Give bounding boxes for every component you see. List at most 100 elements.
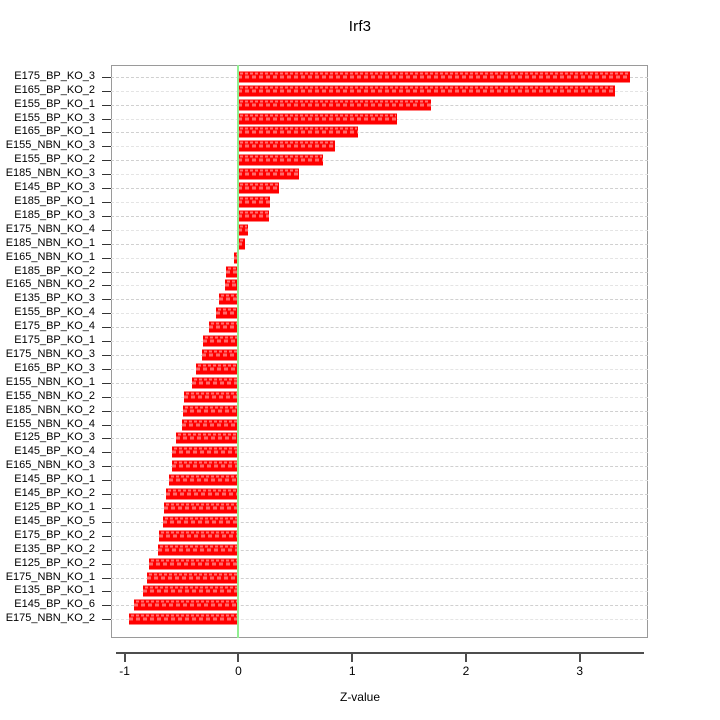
y-axis-tick — [102, 549, 111, 551]
gridline — [111, 368, 648, 370]
y-axis-tick — [102, 354, 111, 356]
y-axis-tick — [102, 521, 111, 523]
y-axis-tick — [102, 396, 111, 398]
y-axis-tick-label: E125_BP_KO_1 — [14, 501, 95, 513]
bar-row — [111, 376, 648, 390]
bar-row — [111, 487, 648, 501]
y-axis-tick — [102, 229, 111, 231]
y-axis-tick — [102, 160, 111, 162]
bar-row — [111, 529, 648, 543]
bar-row — [111, 543, 648, 557]
y-axis-tick-label: E165_NBN_KO_1 — [5, 250, 95, 263]
bar-row — [111, 181, 648, 195]
y-axis-tick — [102, 188, 111, 190]
y-axis-tick-label: E135_BP_KO_3 — [14, 292, 95, 305]
y-axis-tick — [102, 410, 111, 412]
y-axis-tick — [102, 243, 111, 245]
y-axis-tick-label: E155_BP_KO_1 — [14, 97, 95, 110]
bar-row — [111, 571, 648, 585]
bar — [175, 432, 239, 444]
bar-row — [111, 292, 648, 306]
y-axis-tick-label: E165_NBN_KO_2 — [5, 278, 95, 291]
bar — [157, 544, 239, 556]
x-axis-title: Z-value — [339, 690, 380, 704]
bar — [148, 558, 239, 570]
y-axis-tick — [102, 466, 111, 468]
gridline — [111, 619, 648, 621]
gridline — [111, 466, 648, 468]
y-axis-tick-label: E145_BP_KO_5 — [14, 514, 95, 527]
y-axis-tick-label: E175_BP_KO_3 — [14, 69, 95, 82]
bar-row — [111, 209, 648, 223]
gridline — [111, 257, 648, 259]
x-axis-tick-label: -1 — [119, 664, 130, 678]
bar — [181, 419, 239, 430]
gridline — [111, 549, 648, 551]
y-axis-tick-label: E135_BP_KO_1 — [14, 584, 95, 597]
gridline — [111, 299, 648, 301]
y-axis-tick — [102, 132, 111, 134]
bar-row — [111, 459, 648, 473]
bar — [238, 113, 397, 125]
gridline — [111, 577, 648, 579]
bar-row — [111, 612, 648, 626]
bar — [163, 516, 239, 528]
gridline — [111, 271, 648, 273]
bar-row — [111, 223, 648, 237]
y-axis-tick — [102, 104, 111, 106]
y-axis-tick — [102, 507, 111, 509]
y-axis-tick-label: E145_BP_KO_2 — [14, 487, 95, 500]
bar — [224, 279, 239, 291]
bar-row — [111, 278, 648, 292]
bar — [142, 585, 239, 597]
y-axis-tick-label: E175_NBN_KO_4 — [5, 222, 95, 235]
bar-row — [111, 320, 648, 334]
y-axis-tick-label: E185_BP_KO_1 — [14, 195, 95, 208]
y-axis-tick-label: E175_BP_KO_1 — [14, 334, 95, 347]
x-axis-tick-label: 0 — [235, 664, 242, 678]
bar-row — [111, 334, 648, 348]
bar — [191, 377, 239, 389]
gridline — [111, 243, 648, 245]
y-axis-tick — [102, 341, 111, 343]
bar — [233, 252, 239, 264]
y-axis-tick-label: E145_BP_KO_3 — [14, 181, 95, 194]
gridline — [111, 188, 648, 190]
gridline — [111, 160, 648, 162]
x-axis-line — [116, 652, 644, 654]
y-axis-tick-label: E155_NBN_KO_3 — [5, 139, 95, 152]
bar-row — [111, 348, 648, 362]
y-axis-tick — [102, 215, 111, 217]
bar — [238, 85, 615, 97]
bar-row — [111, 125, 648, 139]
y-axis-tick-label: E175_BP_KO_4 — [14, 320, 95, 333]
bar-row — [111, 153, 648, 167]
bar — [202, 349, 239, 361]
y-axis-tick — [102, 368, 111, 370]
bar-row — [111, 251, 648, 265]
gridline — [111, 591, 648, 593]
bar-row — [111, 515, 648, 529]
y-axis-tick-label: E185_NBN_KO_2 — [5, 403, 95, 416]
bar-row — [111, 501, 648, 515]
bar — [219, 293, 239, 305]
bar — [147, 572, 239, 583]
y-axis-tick — [102, 76, 111, 78]
y-axis-tick — [102, 271, 111, 273]
gridline — [111, 535, 648, 537]
bar — [129, 613, 239, 625]
y-axis-tick — [102, 201, 111, 203]
y-axis-tick-label: E165_BP_KO_3 — [14, 361, 95, 374]
bar — [238, 238, 246, 250]
y-axis-tick-label: E165_NBN_KO_3 — [5, 459, 95, 472]
y-axis-tick — [102, 257, 111, 259]
y-axis-tick-label: E145_BP_KO_6 — [14, 598, 95, 611]
y-axis-tick-label: E175_NBN_KO_1 — [5, 570, 95, 583]
y-axis-tick-label: E155_BP_KO_3 — [14, 111, 95, 124]
bar — [238, 196, 271, 208]
bar — [238, 71, 631, 83]
y-axis-tick — [102, 605, 111, 607]
bar — [208, 321, 239, 333]
bar-row — [111, 84, 648, 98]
